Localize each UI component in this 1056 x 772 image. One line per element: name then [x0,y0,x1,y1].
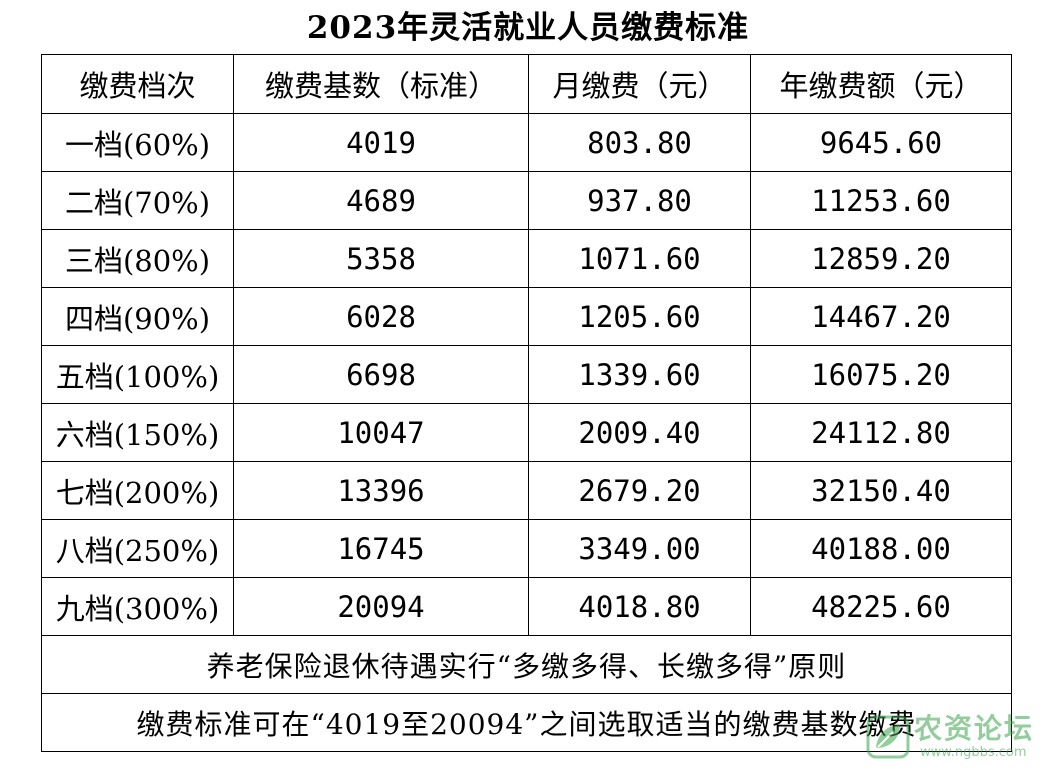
annual-cell: 40188.00 [750,519,1012,578]
annual-cell: 32150.40 [750,461,1012,520]
tier-cell: 一档(60%) [41,113,234,172]
monthly-cell: 1071.60 [528,229,751,288]
annual-cell: 12859.20 [750,229,1012,288]
table-header-row: 缴费档次 缴费基数（标准） 月缴费（元） 年缴费额（元） [41,54,1012,114]
monthly-cell: 4018.80 [528,577,751,636]
header-base: 缴费基数（标准） [233,54,529,114]
tier-cell: 六档(150%) [41,403,234,462]
monthly-cell: 937.80 [528,171,751,230]
table-row: 七档(200%) 13396 2679.20 32150.40 [41,461,1012,520]
table-row: 五档(100%) 6698 1339.60 16075.20 [41,345,1012,404]
note-row: 缴费标准可在“4019至20094”之间选取适当的缴费基数缴费 [41,693,1012,752]
base-cell: 4019 [233,113,529,172]
table-row: 六档(150%) 10047 2009.40 24112.80 [41,403,1012,462]
table-row: 一档(60%) 4019 803.80 9645.60 [41,113,1012,172]
fee-standard-table: 缴费档次 缴费基数（标准） 月缴费（元） 年缴费额（元） 一档(60%) 401… [41,54,1012,752]
leaf-logo-icon [866,715,910,759]
tier-cell: 四档(90%) [41,287,234,346]
monthly-cell: 3349.00 [528,519,751,578]
table-row: 九档(300%) 20094 4018.80 48225.60 [41,577,1012,636]
table-row: 二档(70%) 4689 937.80 11253.60 [41,171,1012,230]
monthly-cell: 2009.40 [528,403,751,462]
tier-cell: 五档(100%) [41,345,234,404]
base-cell: 16745 [233,519,529,578]
page-title: 2023年灵活就业人员缴费标准 [306,10,750,46]
annual-cell: 14467.20 [750,287,1012,346]
base-cell: 6028 [233,287,529,346]
base-cell: 20094 [233,577,529,636]
base-cell: 4689 [233,171,529,230]
base-cell: 13396 [233,461,529,520]
tier-cell: 二档(70%) [41,171,234,230]
table-row: 四档(90%) 6028 1205.60 14467.20 [41,287,1012,346]
base-cell: 6698 [233,345,529,404]
annual-cell: 24112.80 [750,403,1012,462]
note-row: 养老保险退休待遇实行“多缴多得、长缴多得”原则 [41,635,1012,694]
annual-cell: 11253.60 [750,171,1012,230]
monthly-cell: 1339.60 [528,345,751,404]
tier-cell: 八档(250%) [41,519,234,578]
site-watermark: 农资论坛 www.ngbbs.com [866,713,1046,765]
table-row: 八档(250%) 16745 3349.00 40188.00 [41,519,1012,578]
tier-cell: 七档(200%) [41,461,234,520]
monthly-cell: 2679.20 [528,461,751,520]
note-principle: 养老保险退休待遇实行“多缴多得、长缴多得”原则 [41,635,1012,694]
annual-cell: 16075.20 [750,345,1012,404]
note-base-range: 缴费标准可在“4019至20094”之间选取适当的缴费基数缴费 [41,693,1012,752]
base-cell: 10047 [233,403,529,462]
header-annual: 年缴费额（元） [750,54,1012,114]
watermark-text: 农资论坛 [914,712,1035,745]
monthly-cell: 803.80 [528,113,751,172]
watermark-url: www.ngbbs.com [920,745,1027,760]
table-row: 三档(80%) 5358 1071.60 12859.20 [41,229,1012,288]
header-tier: 缴费档次 [41,54,234,114]
header-monthly: 月缴费（元） [528,54,751,114]
base-cell: 5358 [233,229,529,288]
tier-cell: 九档(300%) [41,577,234,636]
monthly-cell: 1205.60 [528,287,751,346]
annual-cell: 9645.60 [750,113,1012,172]
tier-cell: 三档(80%) [41,229,234,288]
annual-cell: 48225.60 [750,577,1012,636]
